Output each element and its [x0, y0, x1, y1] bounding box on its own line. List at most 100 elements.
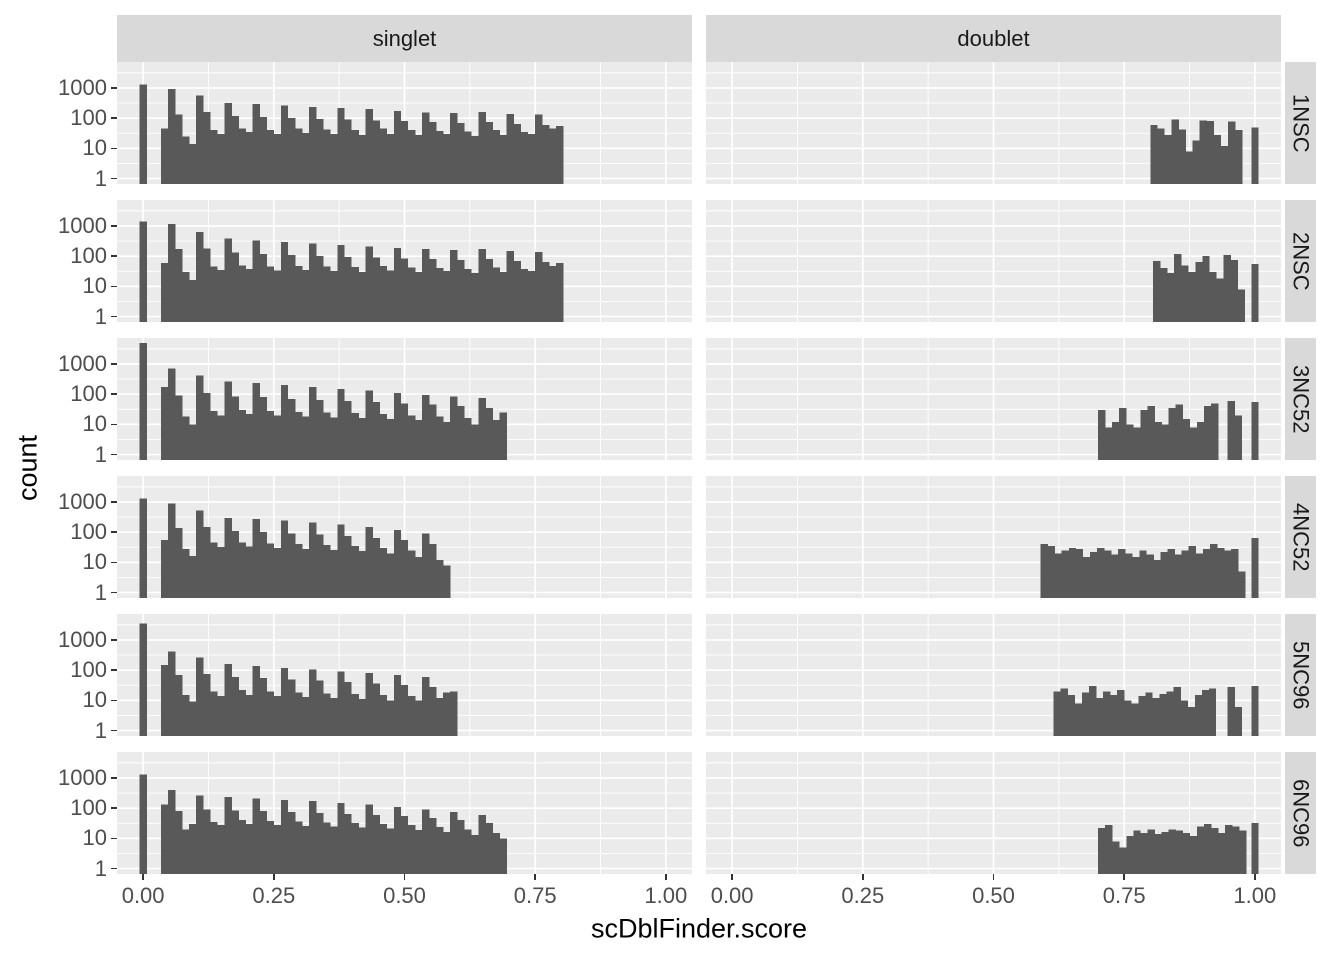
- bar: [422, 809, 430, 874]
- histogram-plot: [706, 62, 1281, 184]
- bar: [287, 679, 296, 736]
- bar: [407, 824, 416, 874]
- histogram-plot: [706, 338, 1281, 460]
- bar: [231, 676, 239, 736]
- histogram-plot: [117, 200, 692, 322]
- y-tick-mark: [111, 453, 117, 456]
- bar: [358, 699, 366, 736]
- bar: [1227, 686, 1236, 736]
- bar: [217, 547, 225, 598]
- bar: [330, 417, 338, 460]
- panel-singlet-5NC96: [117, 614, 692, 736]
- bar: [1178, 129, 1186, 184]
- bar: [1117, 690, 1125, 736]
- bar: [400, 816, 409, 874]
- y-tick-mark: [111, 777, 117, 779]
- y-tick-label: 1000: [58, 764, 107, 790]
- y-tick-label: 1000: [58, 350, 107, 376]
- bar: [386, 700, 395, 736]
- bar: [1166, 691, 1174, 736]
- bar: [1180, 700, 1188, 736]
- bar: [1227, 400, 1236, 460]
- bar: [492, 267, 500, 322]
- bar: [1227, 121, 1236, 184]
- bar: [210, 130, 218, 184]
- bar: [175, 114, 183, 184]
- panel-singlet-6NC96: [117, 752, 692, 874]
- histogram-plot: [706, 476, 1281, 598]
- bar: [231, 530, 239, 598]
- bar: [217, 824, 225, 874]
- bar: [1234, 415, 1243, 460]
- bar: [1210, 828, 1219, 874]
- bar: [520, 131, 529, 184]
- bar: [139, 221, 147, 322]
- bar: [1075, 548, 1084, 598]
- bar: [1251, 264, 1259, 322]
- bar: [492, 419, 500, 460]
- histogram-plot: [706, 614, 1281, 736]
- bar: [414, 829, 423, 874]
- bar: [1188, 545, 1197, 598]
- bar: [443, 133, 451, 184]
- bar: [175, 811, 183, 874]
- bar: [252, 104, 261, 184]
- row-strip-4NC52: 4NC52: [1285, 476, 1316, 598]
- x-tick-label: 1.00: [644, 883, 688, 908]
- bar: [1232, 826, 1240, 874]
- bar: [429, 686, 437, 736]
- bar: [259, 397, 268, 460]
- bar: [175, 674, 183, 736]
- bar: [245, 695, 253, 736]
- bar: [238, 820, 246, 874]
- bar: [1159, 694, 1167, 736]
- bar: [1105, 427, 1113, 460]
- bar: [1164, 134, 1172, 184]
- histogram-bars: [1152, 253, 1259, 322]
- bar: [351, 823, 359, 874]
- y-tick-label: 100: [70, 657, 107, 683]
- bar: [450, 250, 458, 322]
- bar: [1168, 829, 1176, 874]
- y-tick-label: 1000: [58, 74, 107, 100]
- bar: [1199, 120, 1208, 184]
- y-tick-mark: [111, 699, 117, 702]
- bar: [450, 691, 458, 736]
- bar: [450, 811, 458, 874]
- bar: [492, 833, 500, 874]
- bar: [273, 695, 282, 736]
- bar: [1126, 424, 1134, 460]
- bar: [139, 84, 147, 184]
- y-tick-mark: [111, 363, 117, 365]
- bar: [287, 254, 296, 322]
- bar: [1213, 134, 1222, 184]
- bar: [238, 128, 246, 184]
- bar: [217, 133, 225, 184]
- y-tick-mark: [111, 87, 117, 89]
- bar: [400, 403, 409, 460]
- bar: [1132, 557, 1140, 598]
- bar: [365, 526, 373, 598]
- bar: [1202, 256, 1210, 322]
- bar: [344, 400, 352, 460]
- bar: [527, 271, 536, 322]
- bar: [266, 130, 275, 184]
- bar: [422, 249, 430, 322]
- bar: [330, 697, 338, 736]
- bar: [386, 133, 395, 184]
- panel-singlet-4NC52: [117, 476, 692, 598]
- y-tick-label: 100: [70, 105, 107, 131]
- bar: [407, 130, 416, 184]
- bar: [316, 399, 324, 460]
- bar: [231, 396, 239, 460]
- bar: [450, 396, 458, 460]
- bar: [1097, 547, 1105, 598]
- bar: [372, 683, 380, 736]
- bar: [1238, 571, 1246, 598]
- bar: [400, 121, 409, 184]
- bar: [189, 280, 197, 322]
- x-tick-label: 0.00: [710, 883, 754, 908]
- bar: [436, 416, 444, 460]
- bar: [1112, 421, 1120, 460]
- bar: [358, 271, 366, 322]
